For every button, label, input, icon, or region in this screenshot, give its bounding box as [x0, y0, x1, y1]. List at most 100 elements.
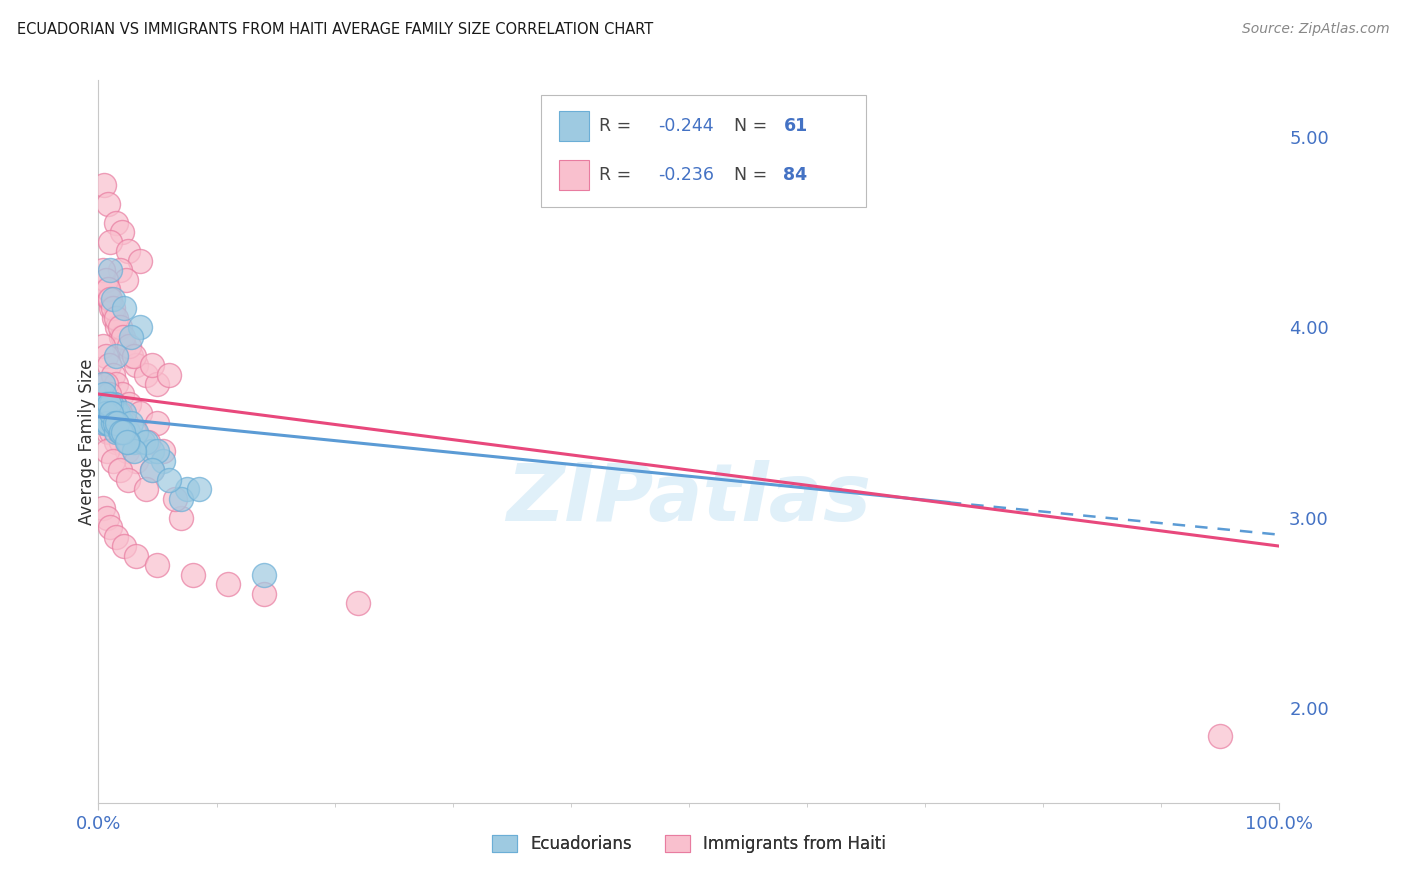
Point — [125, 549, 148, 563]
Point — [135, 368, 157, 382]
Point — [105, 310, 128, 325]
Point — [112, 339, 135, 353]
Text: 84: 84 — [783, 166, 807, 184]
Point — [103, 396, 125, 410]
Point — [176, 482, 198, 496]
Point — [112, 425, 135, 439]
Point — [98, 387, 121, 401]
Point — [94, 273, 117, 287]
Text: 61: 61 — [783, 117, 807, 135]
Text: N =: N = — [734, 117, 772, 135]
Point — [141, 463, 163, 477]
Point — [100, 416, 122, 430]
Point — [125, 425, 148, 439]
Point — [157, 473, 180, 487]
Point — [105, 416, 128, 430]
Point — [103, 406, 125, 420]
Point — [105, 434, 128, 449]
Point — [98, 406, 121, 420]
Point — [97, 416, 120, 430]
Point — [101, 406, 124, 420]
FancyBboxPatch shape — [560, 111, 589, 141]
Point — [117, 425, 139, 439]
Point — [110, 330, 132, 344]
Point — [105, 416, 128, 430]
Point — [108, 416, 131, 430]
Point — [110, 425, 132, 439]
Point — [146, 444, 169, 458]
Point — [98, 396, 121, 410]
Point — [104, 416, 127, 430]
Point — [91, 339, 114, 353]
Point — [347, 596, 370, 610]
Point — [91, 501, 114, 516]
Point — [93, 377, 115, 392]
Point — [122, 444, 145, 458]
Point — [117, 244, 139, 259]
Text: R =: R = — [599, 117, 637, 135]
Text: N =: N = — [734, 166, 772, 184]
Point — [101, 292, 124, 306]
Point — [141, 359, 163, 373]
Point — [93, 416, 115, 430]
Point — [91, 263, 114, 277]
Point — [108, 425, 131, 439]
Point — [93, 178, 115, 192]
Point — [101, 301, 124, 316]
Point — [94, 396, 117, 410]
Point — [103, 310, 125, 325]
Point — [146, 558, 169, 573]
Point — [112, 330, 135, 344]
Point — [170, 491, 193, 506]
Point — [98, 263, 121, 277]
Point — [100, 301, 122, 316]
Text: ECUADORIAN VS IMMIGRANTS FROM HAITI AVERAGE FAMILY SIZE CORRELATION CHART: ECUADORIAN VS IMMIGRANTS FROM HAITI AVER… — [17, 22, 654, 37]
Point — [100, 425, 122, 439]
Point — [108, 463, 131, 477]
FancyBboxPatch shape — [560, 160, 589, 190]
Point — [105, 349, 128, 363]
Point — [114, 416, 136, 430]
Point — [94, 396, 117, 410]
Point — [101, 453, 124, 467]
Point — [108, 263, 131, 277]
Point — [93, 387, 115, 401]
Y-axis label: Average Family Size: Average Family Size — [79, 359, 96, 524]
Point — [121, 349, 143, 363]
Point — [165, 491, 187, 506]
Point — [1209, 729, 1232, 743]
Point — [132, 434, 155, 449]
Point — [117, 473, 139, 487]
Point — [96, 510, 118, 524]
Point — [101, 368, 124, 382]
Point — [97, 282, 120, 296]
Point — [96, 387, 118, 401]
Point — [98, 406, 121, 420]
Point — [136, 434, 159, 449]
Point — [157, 368, 180, 382]
Point — [128, 406, 150, 420]
Point — [135, 434, 157, 449]
Point — [108, 320, 131, 334]
Point — [128, 320, 150, 334]
Text: Source: ZipAtlas.com: Source: ZipAtlas.com — [1241, 22, 1389, 37]
Point — [100, 396, 122, 410]
Point — [94, 377, 117, 392]
Point — [93, 416, 115, 430]
Point — [114, 273, 136, 287]
Point — [170, 510, 193, 524]
Point — [121, 330, 143, 344]
Point — [122, 425, 145, 439]
Point — [98, 396, 121, 410]
Point — [253, 587, 276, 601]
Text: -0.244: -0.244 — [658, 117, 714, 135]
Point — [105, 406, 128, 420]
Point — [117, 425, 139, 439]
Point — [152, 444, 174, 458]
Point — [100, 406, 122, 420]
Point — [125, 453, 148, 467]
Point — [96, 416, 118, 430]
Point — [111, 416, 134, 430]
Point — [105, 320, 128, 334]
Point — [96, 282, 118, 296]
